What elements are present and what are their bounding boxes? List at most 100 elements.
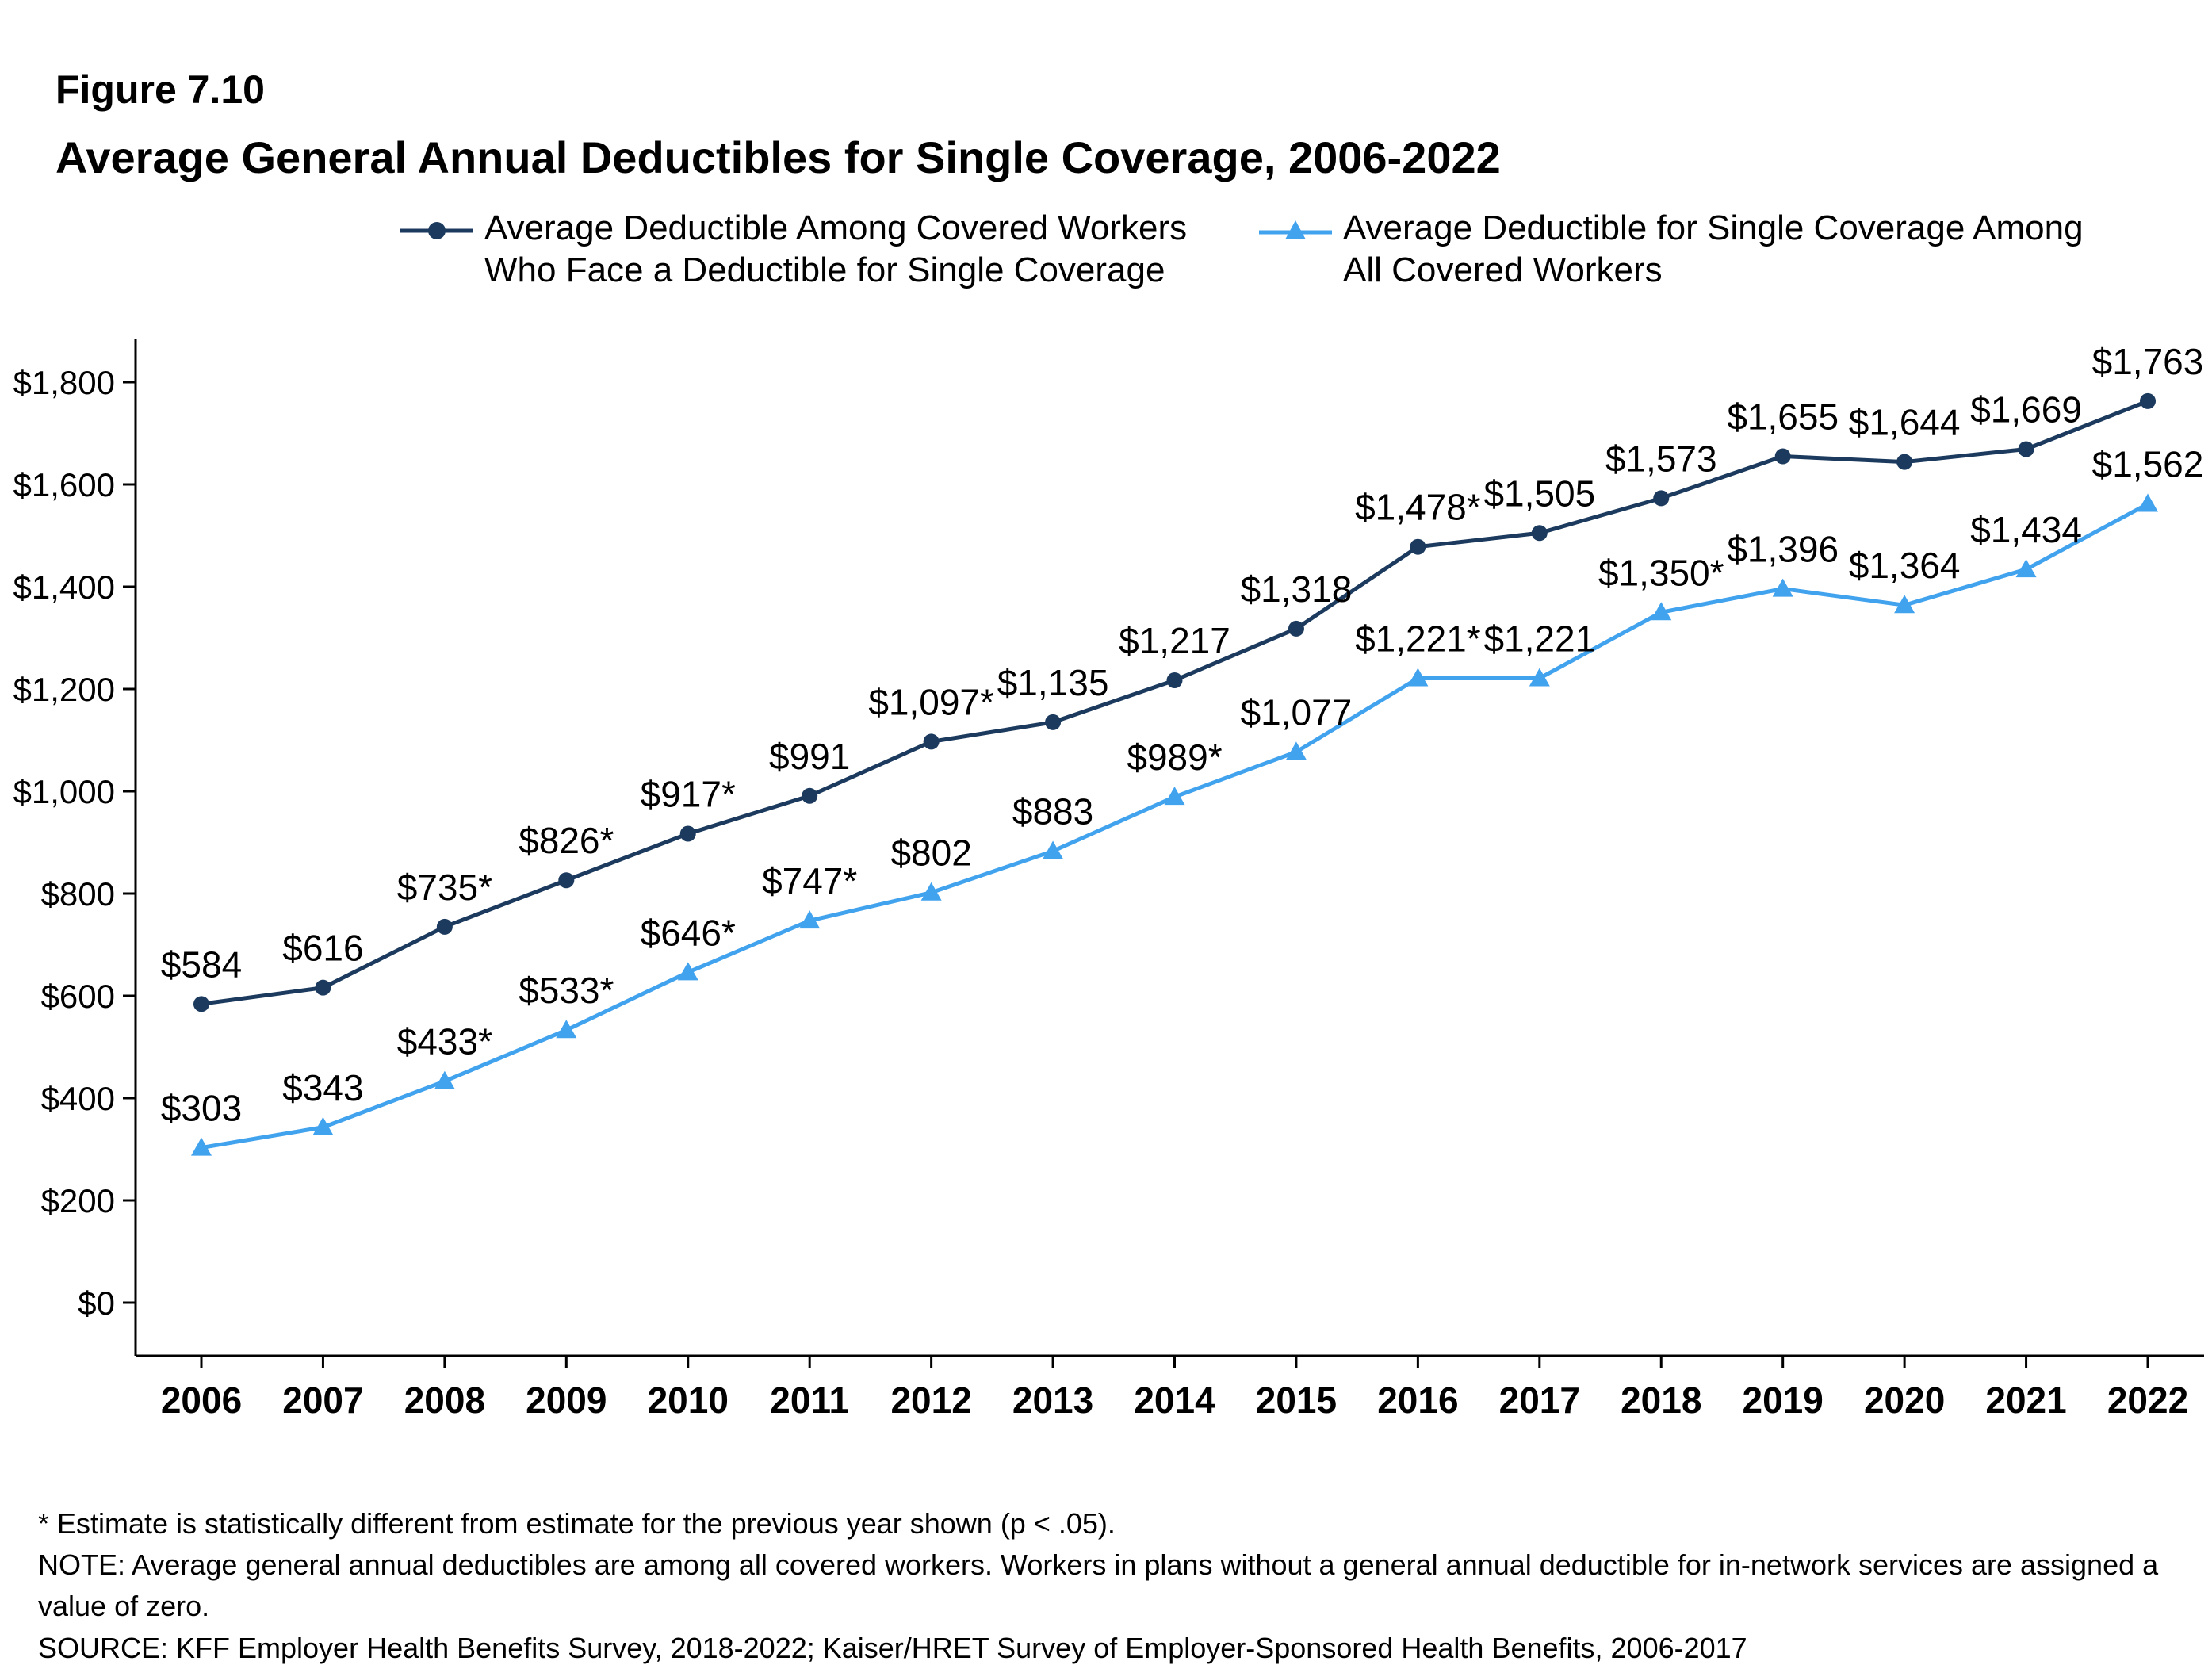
data-point-triangle [677, 962, 698, 981]
data-point-triangle [799, 910, 821, 929]
y-axis-label: $1,800 [13, 364, 115, 401]
data-point-circle [1410, 538, 1426, 555]
data-point-circle [1896, 454, 1913, 470]
data-label: $1,655 [1727, 396, 1839, 438]
x-axis-label: 2020 [1864, 1380, 1945, 1421]
data-point-circle [802, 787, 818, 804]
x-axis-label: 2010 [648, 1380, 729, 1421]
data-point-circle [193, 996, 209, 1012]
x-axis-label: 2006 [161, 1380, 242, 1421]
x-axis-label: 2011 [770, 1380, 849, 1421]
footnote-note: NOTE: Average general annual deductibles… [38, 1548, 2159, 1623]
data-label: $1,763 [2092, 341, 2204, 382]
data-point-triangle [1285, 741, 1307, 760]
data-label: $991 [769, 736, 850, 777]
data-label: $989* [1127, 737, 1222, 778]
data-label: $584 [161, 944, 242, 985]
data-label: $1,505 [1483, 473, 1595, 514]
data-point-triangle [2137, 493, 2158, 512]
data-point-triangle [920, 882, 942, 901]
data-label: $1,350* [1598, 552, 1724, 593]
data-point-circle [1653, 490, 1670, 507]
data-label: $802 [890, 832, 971, 874]
data-label: $1,644 [1849, 402, 1961, 443]
data-point-triangle [434, 1070, 455, 1089]
data-point-triangle [556, 1020, 577, 1039]
data-label: $1,097* [868, 681, 994, 722]
data-point-triangle [1651, 602, 1672, 621]
y-axis-label: $600 [41, 978, 115, 1015]
data-label: $1,318 [1241, 568, 1353, 610]
data-label: $826* [519, 820, 614, 861]
data-label: $616 [282, 928, 363, 969]
x-axis-label: 2007 [282, 1380, 363, 1421]
x-axis-label: 2018 [1621, 1380, 1701, 1421]
data-point-triangle [312, 1116, 334, 1135]
data-point-triangle [1772, 578, 1793, 597]
circle-line-marker-icon [400, 222, 473, 239]
footnote-source: SOURCE: KFF Employer Health Benefits Sur… [38, 1631, 1747, 1664]
legend-item-workers-facing-deductible: Average Deductible Among Covered Workers… [400, 208, 1250, 292]
x-axis-label: 2008 [404, 1380, 485, 1421]
data-point-circle [679, 825, 696, 842]
data-label: $646* [641, 912, 736, 953]
data-label: $433* [397, 1021, 492, 1062]
data-label: $343 [282, 1067, 363, 1108]
footnote-significance: * Estimate is statistically different fr… [38, 1507, 1116, 1540]
data-point-triangle [1043, 840, 1064, 859]
y-axis-label: $200 [41, 1182, 115, 1219]
x-axis-label: 2016 [1377, 1380, 1458, 1421]
data-label: $1,478* [1355, 487, 1481, 528]
y-axis-label: $800 [41, 875, 115, 913]
series-line-1 [201, 399, 2149, 1006]
data-label: $1,221* [1355, 618, 1481, 659]
series-line-2 [201, 502, 2149, 1150]
figure-number: Figure 7.10 [55, 67, 265, 112]
data-point-circle [923, 733, 940, 750]
data-point-circle [436, 918, 453, 935]
y-axis-label: $1,000 [13, 773, 115, 810]
x-axis-label: 2013 [1012, 1380, 1093, 1421]
data-label: $1,221 [1483, 618, 1595, 659]
data-point-triangle [191, 1137, 212, 1156]
y-axis-label: $0 [78, 1284, 115, 1322]
data-point-triangle [1164, 787, 1185, 806]
legend-label: Average Deductible for Single Coverage A… [1343, 209, 2084, 289]
x-axis-label: 2019 [1743, 1380, 1824, 1421]
data-label: $1,364 [1849, 545, 1961, 586]
data-point-circle [315, 979, 331, 996]
x-axis-label: 2009 [526, 1380, 607, 1421]
data-label: $735* [397, 867, 492, 908]
y-axis-label: $400 [41, 1080, 115, 1117]
data-label: $1,077 [1241, 691, 1353, 733]
data-point-circle [1045, 714, 1062, 730]
x-axis-label: 2012 [890, 1380, 971, 1421]
data-point-circle [2018, 441, 2034, 457]
data-point-triangle [1529, 668, 1550, 687]
data-point-triangle [1894, 595, 1915, 614]
data-label: $1,434 [1970, 509, 2082, 550]
data-point-circle [1531, 525, 1548, 542]
data-label: $917* [641, 774, 736, 815]
data-label: $883 [1012, 790, 1093, 832]
data-label: $1,217 [1119, 620, 1230, 661]
data-point-triangle [1407, 668, 1429, 687]
data-label: $1,669 [1970, 388, 2082, 430]
data-point-circle [2140, 392, 2156, 409]
data-point-triangle [2015, 559, 2037, 578]
x-axis-label: 2017 [1499, 1380, 1580, 1421]
data-label: $303 [161, 1088, 242, 1129]
x-axis-label: 2015 [1256, 1380, 1337, 1421]
y-axis-label: $1,600 [13, 466, 115, 503]
y-axis-label: $1,200 [13, 671, 115, 708]
footnotes: * Estimate is statistically different fr… [38, 1503, 2187, 1665]
triangle-line-marker-icon [1259, 220, 1332, 239]
data-label: $1,573 [1605, 438, 1717, 479]
x-axis-label: 2014 [1134, 1380, 1215, 1421]
data-label: $747* [762, 860, 857, 901]
data-point-circle [1288, 620, 1304, 637]
x-axis-label: 2021 [1985, 1380, 2066, 1421]
y-axis-label: $1,400 [13, 568, 115, 606]
